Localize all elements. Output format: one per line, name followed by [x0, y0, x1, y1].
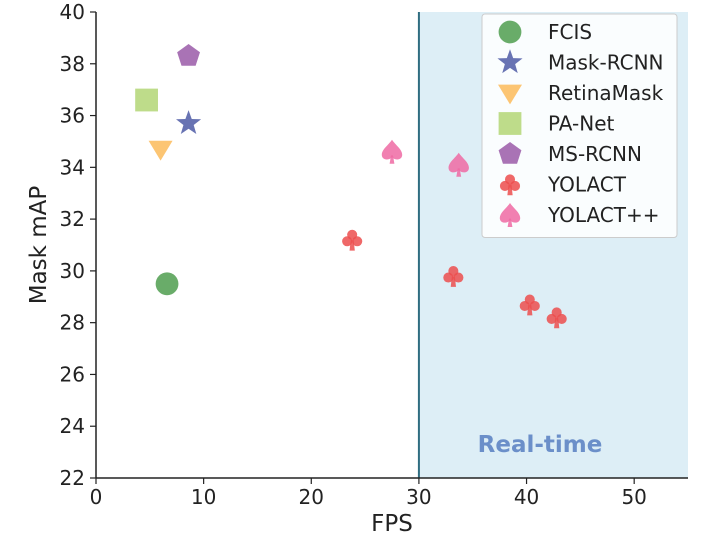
- legend-item-yolact: YOLACT++: [499, 203, 660, 227]
- legend-item-fcis: FCIS: [498, 20, 592, 44]
- legend-marker-ms-rcnn: [498, 142, 522, 164]
- y-tick-label: 32: [60, 207, 85, 231]
- legend-box: [481, 13, 678, 238]
- point-yolact: [519, 294, 540, 316]
- point-mask-rcnn: [176, 110, 202, 134]
- legend-marker-pa-net: [498, 112, 522, 135]
- point-ms-rcnn: [177, 44, 200, 66]
- legend: FCIS Mask-RCNN RetinaMask PA-Net MS-RCNN YOLA…: [481, 13, 678, 238]
- y-tick-label: 36: [60, 104, 85, 128]
- point-fcis: [155, 272, 179, 296]
- legend-label-yolact: YOLACT: [547, 173, 627, 197]
- legend-item-pa-net: PA-Net: [498, 112, 615, 136]
- y-tick-label: 28: [60, 311, 85, 335]
- x-tick-label: 20: [299, 485, 324, 509]
- legend-item-ms-rcnn: MS-RCNN: [498, 142, 642, 166]
- legend-marker-retinamask: [498, 84, 522, 105]
- point-yolact: [342, 229, 363, 251]
- legend-item-mask-rcnn: Mask-RCNN: [497, 49, 664, 75]
- point-yolact: [443, 265, 464, 287]
- y-tick-label: 30: [60, 259, 85, 283]
- legend-marker-yolact: [499, 203, 521, 227]
- point-yolact: [381, 139, 403, 164]
- legend-item-yolact: YOLACT: [499, 173, 627, 197]
- x-axis-label: FPS: [371, 511, 413, 536]
- point-retinamask: [148, 140, 173, 161]
- point-yolact: [546, 307, 567, 329]
- x-axis-ticks: 0 10 20 30 40 50: [90, 478, 647, 509]
- y-axis-label: Mask mAP: [26, 186, 52, 305]
- x-tick-label: 30: [406, 485, 431, 509]
- y-axis-ticks: 22 24 26 28 30 32 34 36 38 40: [60, 0, 96, 490]
- x-tick-label: 50: [621, 485, 646, 509]
- data-points: [135, 44, 567, 329]
- legend-items: FCIS Mask-RCNN RetinaMask PA-Net MS-RCNN YOLA…: [497, 20, 664, 227]
- x-tick-label: 40: [514, 485, 539, 509]
- y-tick-label: 34: [60, 155, 85, 179]
- y-tick-label: 22: [60, 466, 85, 490]
- x-tick-label: 10: [191, 485, 216, 509]
- legend-label-retinamask: RetinaMask: [548, 81, 664, 105]
- legend-label-fcis: FCIS: [548, 20, 592, 44]
- legend-label-ms-rcnn: MS-RCNN: [548, 142, 642, 166]
- legend-marker-yolact: [499, 174, 521, 196]
- legend-item-retinamask: RetinaMask: [498, 81, 664, 105]
- x-tick-label: 0: [90, 485, 103, 509]
- realtime-region-label: Real-time: [478, 432, 603, 458]
- legend-marker-fcis: [498, 20, 522, 44]
- point-pa-net: [135, 88, 158, 112]
- point-yolact: [448, 152, 469, 177]
- y-tick-label: 26: [60, 362, 85, 386]
- legend-label-mask-rcnn: Mask-RCNN: [548, 51, 664, 75]
- legend-marker-mask-rcnn: [497, 49, 523, 74]
- legend-label-pa-net: PA-Net: [548, 112, 615, 136]
- y-tick-label: 38: [60, 52, 85, 76]
- y-tick-label: 24: [60, 414, 85, 438]
- y-tick-label: 40: [60, 0, 85, 24]
- legend-label-yolact: YOLACT++: [547, 203, 660, 227]
